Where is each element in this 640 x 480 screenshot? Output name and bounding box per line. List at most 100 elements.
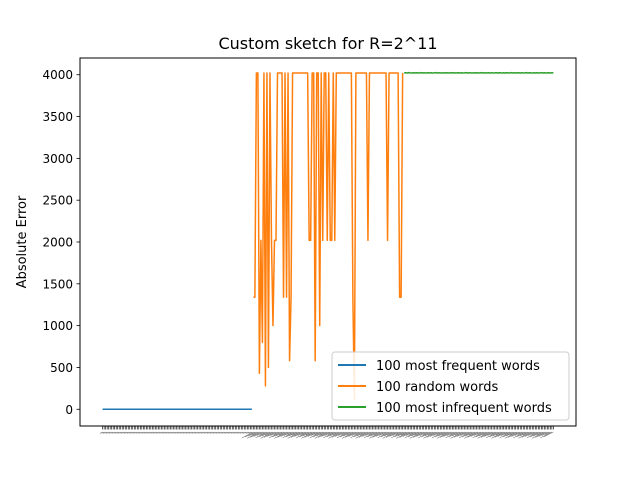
x-tick-label-mark [246, 431, 260, 439]
x-tick-label-mark [224, 431, 228, 434]
x-tick-label-mark [212, 431, 216, 434]
x-tick-label-mark [217, 431, 221, 434]
x-tick-label-mark [494, 431, 506, 438]
x-tick-label-mark [220, 431, 224, 434]
x-tick-label-mark [411, 431, 420, 437]
x-tick-label-mark [365, 431, 373, 436]
legend: 100 most frequent words 100 random words 1… [331, 351, 570, 421]
x-tick-label-mark [167, 431, 171, 434]
x-tick-label-mark [504, 431, 518, 439]
x-tick-label-mark [131, 431, 135, 434]
x-tick-label-mark [178, 431, 182, 434]
x-tick-label-mark [128, 431, 132, 434]
x-tick-label-mark [101, 431, 105, 434]
x-tick-label-mark [170, 431, 174, 434]
x-tick-label-mark [155, 431, 159, 434]
x-tick-label-mark [460, 431, 468, 436]
x-tick-label-mark [355, 431, 369, 439]
x-tick-label-mark [327, 431, 334, 435]
x-tick-label-mark [184, 431, 188, 434]
x-tick-label-mark [267, 431, 277, 437]
x-tick-label-mark [240, 431, 243, 434]
x-tick-label-mark [336, 431, 349, 439]
x-tick-label-mark [287, 431, 301, 439]
x-tick-label-mark [231, 431, 234, 434]
x-tick-label-mark [314, 431, 320, 435]
x-tick-label-mark [275, 431, 284, 437]
x-tick-label-mark [260, 431, 274, 439]
x-tick-label-mark [108, 431, 112, 434]
x-tick-label-mark [154, 431, 158, 434]
x-tick-label-mark [367, 431, 378, 438]
y-tick-label: 2500 [42, 194, 73, 208]
x-tick-label-mark [400, 431, 408, 436]
x-tick-label-mark [243, 431, 246, 434]
x-tick-label-mark [145, 431, 148, 434]
x-tick-label-mark [368, 431, 375, 435]
x-tick-label-mark [426, 431, 438, 438]
x-tick-label-mark [116, 431, 120, 434]
x-tick-label-mark [457, 431, 467, 437]
x-tick-label-mark [531, 431, 537, 435]
y-axis-ticks: 0 500 1000 1500 2000 2500 3000 3500 4000 [42, 68, 80, 417]
x-tick-label-mark [221, 431, 225, 434]
x-tick-label-mark [528, 431, 536, 436]
x-tick-label-mark [468, 431, 476, 436]
x-tick-label-mark [283, 431, 292, 436]
x-tick-label-mark [318, 431, 329, 438]
x-tick-label-mark [409, 431, 415, 435]
x-tick-label-mark [241, 431, 254, 439]
x-tick-label-mark [486, 431, 498, 439]
x-tick-label-mark [104, 431, 108, 434]
x-tick-label-mark [422, 431, 429, 435]
x-tick-label-mark [249, 431, 252, 434]
x-tick-label-mark [119, 431, 123, 434]
x-tick-label-mark [477, 431, 483, 435]
y-axis-label: Absolute Error [15, 195, 30, 288]
x-tick-label-mark [413, 431, 424, 438]
x-tick-label-mark [285, 431, 296, 438]
x-tick-label-mark [530, 431, 540, 438]
x-tick-label-mark [140, 431, 144, 434]
x-tick-label-mark [270, 431, 278, 436]
x-tick-label-mark [194, 431, 198, 434]
x-tick-label-mark [163, 431, 167, 434]
x-tick-label-mark [544, 431, 551, 435]
x-axis-ticks [99, 426, 554, 439]
x-tick-label-mark [206, 431, 210, 434]
x-tick-label-mark [260, 431, 266, 435]
x-tick-label-mark [188, 431, 192, 434]
x-tick-label-mark [404, 431, 417, 439]
x-tick-label-mark [378, 431, 387, 436]
x-tick-label-mark [513, 431, 525, 439]
x-tick-label-mark [370, 431, 379, 437]
x-tick-label-mark [497, 431, 507, 437]
x-tick-label-mark [487, 431, 495, 436]
x-tick-label-mark [491, 431, 504, 439]
x-tick-label-mark [341, 431, 347, 435]
x-tick-label-mark [360, 431, 367, 436]
x-tick-label-mark [208, 431, 212, 434]
x-tick-label-mark [120, 431, 124, 434]
x-tick-label-mark [232, 431, 236, 434]
x-tick-label-mark [235, 431, 239, 434]
x-tick-label-mark [477, 431, 491, 439]
x-tick-label-mark [241, 431, 245, 434]
x-tick-label-mark [333, 431, 340, 436]
x-tick-label-mark [392, 431, 400, 436]
x-tick-label-mark [504, 431, 510, 435]
x-tick-label-mark [130, 431, 133, 434]
x-tick-label-mark [343, 431, 352, 437]
x-tick-label-mark [151, 431, 154, 434]
x-tick-label-mark [117, 431, 121, 434]
x-tick-label-mark [377, 431, 390, 439]
plot-lines [102, 71, 554, 411]
x-tick-label-mark [350, 431, 363, 439]
x-tick-label-mark [389, 431, 399, 437]
x-tick-label-mark [362, 431, 372, 437]
legend-label-2: 100 random words [376, 380, 498, 395]
x-tick-label-mark [248, 431, 257, 437]
y-tick-label: 1000 [42, 319, 73, 333]
x-tick-label-mark [346, 431, 353, 436]
x-tick-label-mark [418, 431, 430, 439]
